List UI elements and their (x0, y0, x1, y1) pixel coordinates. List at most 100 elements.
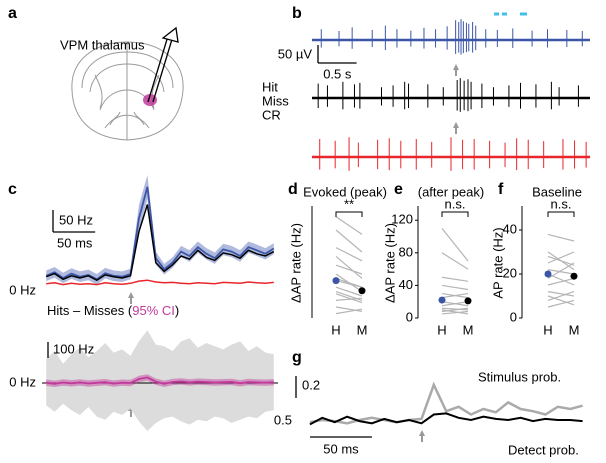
rate-line (45, 204, 275, 282)
neuron-pair (335, 229, 363, 253)
zero-label: 0 Hz (9, 374, 36, 389)
significance: n.s. (551, 196, 572, 211)
panel-letter: b (292, 5, 302, 22)
neuron-pair (441, 276, 469, 282)
scale-label: 50 µV (278, 46, 313, 61)
y-tick-label: 40 (399, 277, 413, 292)
neuron-pair (335, 277, 363, 288)
y-axis-label: AP rate (Hz) (490, 227, 505, 298)
vpm-region (143, 94, 157, 106)
probability-line (309, 381, 583, 425)
category-label: M (463, 322, 474, 337)
y-tick-label: 0 (510, 309, 517, 324)
category-label: H (437, 322, 446, 337)
mean-dot (332, 277, 340, 285)
mean-dot (544, 270, 552, 278)
category-label: M (569, 322, 580, 337)
neuron-pair (335, 247, 363, 262)
scale-label: 50 ms (323, 441, 359, 456)
neuron-pair (335, 216, 363, 235)
neuron-pair (547, 291, 575, 301)
legend-entry: Miss (262, 93, 289, 108)
neuron-pair (441, 227, 469, 262)
ci-band (46, 175, 274, 285)
y-tick-label: 120 (391, 212, 413, 227)
scale-label: 50 ms (57, 235, 93, 250)
neuron-pair (547, 251, 575, 264)
panel-title: Evoked (peak) (303, 184, 387, 199)
y-tick-label: 40 (503, 221, 517, 236)
panel-letter: f (498, 181, 504, 198)
category-label: M (357, 322, 368, 337)
neuron-pair (441, 310, 469, 315)
neuron-pair (441, 301, 469, 307)
neuron-pair (547, 255, 575, 266)
category-label: H (543, 322, 552, 337)
zero-label: 0 Hz (9, 282, 36, 297)
neuron-pair (335, 293, 363, 304)
panel-title: Baseline (532, 184, 582, 199)
neuron-pair (547, 233, 575, 242)
y-tick-label: 80 (399, 244, 413, 259)
legend-entry: Hit (262, 79, 278, 94)
y-tick-label: 0.5 (274, 412, 292, 427)
panel-title: (after peak) (418, 184, 484, 199)
neuron-pair (441, 307, 469, 313)
mean-line (46, 376, 274, 385)
neuron-pair (441, 307, 469, 311)
neuron-pair (547, 277, 575, 286)
scale-label: 0.5 s (323, 66, 352, 81)
neuron-range (46, 330, 274, 431)
probability-line (309, 412, 583, 426)
neuron-pair (547, 299, 575, 308)
y-axis-label: ΔAP rate (Hz) (382, 223, 397, 303)
subtitle-part: 95% CI (132, 303, 175, 318)
neuron-pair (441, 252, 469, 270)
neuron-pair (547, 269, 575, 275)
significance-bracket (335, 211, 363, 217)
series-label: Stimulus prob. (478, 369, 561, 384)
rate-line (46, 279, 274, 286)
scale-label: 0.2 (302, 377, 320, 392)
panel-letter: c (8, 181, 17, 198)
panel-letter: g (292, 349, 302, 366)
neuron-pair (335, 291, 363, 301)
legend-entry: CR (262, 107, 281, 122)
mean-dot (464, 297, 472, 305)
y-axis-label: ΔAP rate (Hz) (288, 223, 303, 303)
scale-label: 50 Hz (59, 212, 93, 227)
significance-bracket (547, 211, 575, 217)
neuron-pair (335, 308, 363, 315)
neuron-pair (547, 295, 575, 306)
subtitle-part: ) (175, 303, 179, 318)
neuron-pair (335, 306, 363, 312)
neuron-pair (547, 291, 575, 297)
rate-line (45, 186, 275, 281)
neuron-pair (441, 292, 469, 299)
panel-letter: e (394, 181, 403, 198)
significance: n.s. (445, 196, 466, 211)
electrode (147, 26, 179, 103)
neuron-pair (335, 264, 363, 275)
ci-band (46, 374, 274, 387)
scale-label: 100 Hz (53, 341, 94, 356)
significance: ** (344, 196, 354, 211)
category-label: H (331, 322, 340, 337)
subtitle: Hits – Misses (95% CI) (47, 303, 179, 318)
series-label: Detect prob. (508, 442, 579, 457)
mean-dot (438, 296, 446, 304)
panel-letter: a (8, 5, 17, 22)
mean-dot (358, 287, 366, 295)
neuron-pair (335, 286, 363, 297)
y-tick-label: 0 (406, 309, 413, 324)
neuron-pair (441, 284, 469, 291)
brain-section (71, 41, 184, 141)
region-label: VPM thalamus (60, 37, 145, 52)
subtitle-part: Hits – Misses ( (47, 303, 133, 318)
neuron-pair (335, 255, 363, 279)
y-tick-label: 20 (503, 265, 517, 280)
panel-letter: d (288, 181, 298, 198)
mean-dot (570, 272, 578, 280)
neuron-pair (547, 262, 575, 279)
